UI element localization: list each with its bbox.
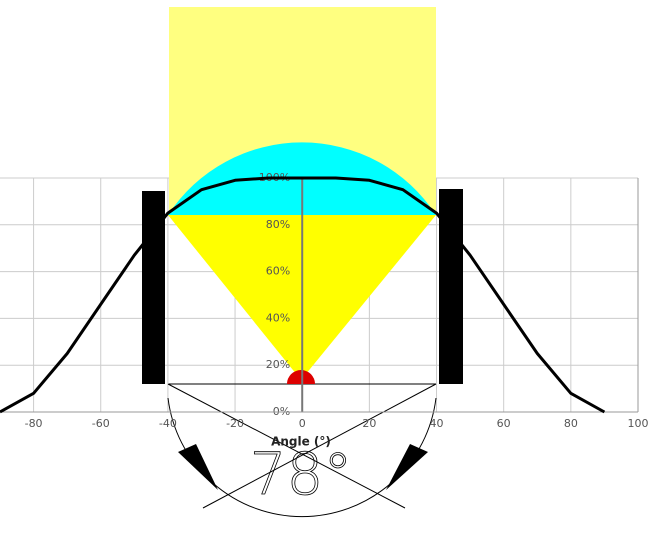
x-tick-label: 80 [564, 417, 578, 430]
x-tick-label: 40 [430, 417, 444, 430]
x-axis-label: Angle (°) [271, 435, 331, 449]
arrow [178, 444, 218, 490]
x-tick-label: 20 [362, 417, 376, 430]
x-tick-label: 100 [628, 417, 649, 430]
beam-angle: 78° [250, 440, 353, 508]
y-tick-label: 20% [266, 358, 290, 371]
angle-line [167, 383, 406, 509]
x-tick-label: -80 [25, 417, 43, 430]
axes: -80 -60 -40 -20 0 20 40 60 80 1000%20%40%60%80%10… [0, 171, 649, 430]
x-tick-label: 60 [497, 417, 511, 430]
curve [0, 176, 606, 414]
x-tick-label: -40 [159, 417, 177, 430]
right-baffle [439, 189, 463, 384]
y-tick-label: 80% [266, 218, 290, 231]
source [287, 370, 315, 384]
angle-line [202, 383, 437, 509]
y-tick-label: 40% [266, 311, 290, 324]
arrow [386, 444, 428, 490]
y-tick-label: 60% [266, 265, 290, 278]
x-tick-label: -60 [92, 417, 110, 430]
x-tick-label: -20 [226, 417, 244, 430]
x-tick-label: 0 [299, 417, 306, 430]
